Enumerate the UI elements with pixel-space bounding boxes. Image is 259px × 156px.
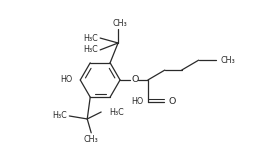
Text: CH₃: CH₃ [84, 135, 99, 144]
Text: H₃C: H₃C [83, 45, 98, 54]
Text: CH₃: CH₃ [220, 56, 235, 65]
Text: O: O [131, 76, 139, 85]
Text: HO: HO [132, 97, 144, 106]
Text: O: O [169, 97, 176, 106]
Text: HO: HO [60, 76, 72, 85]
Text: CH₃: CH₃ [113, 19, 127, 28]
Text: H₃C: H₃C [110, 107, 124, 117]
Text: H₃C: H₃C [83, 34, 98, 43]
Text: H₃C: H₃C [53, 112, 67, 120]
